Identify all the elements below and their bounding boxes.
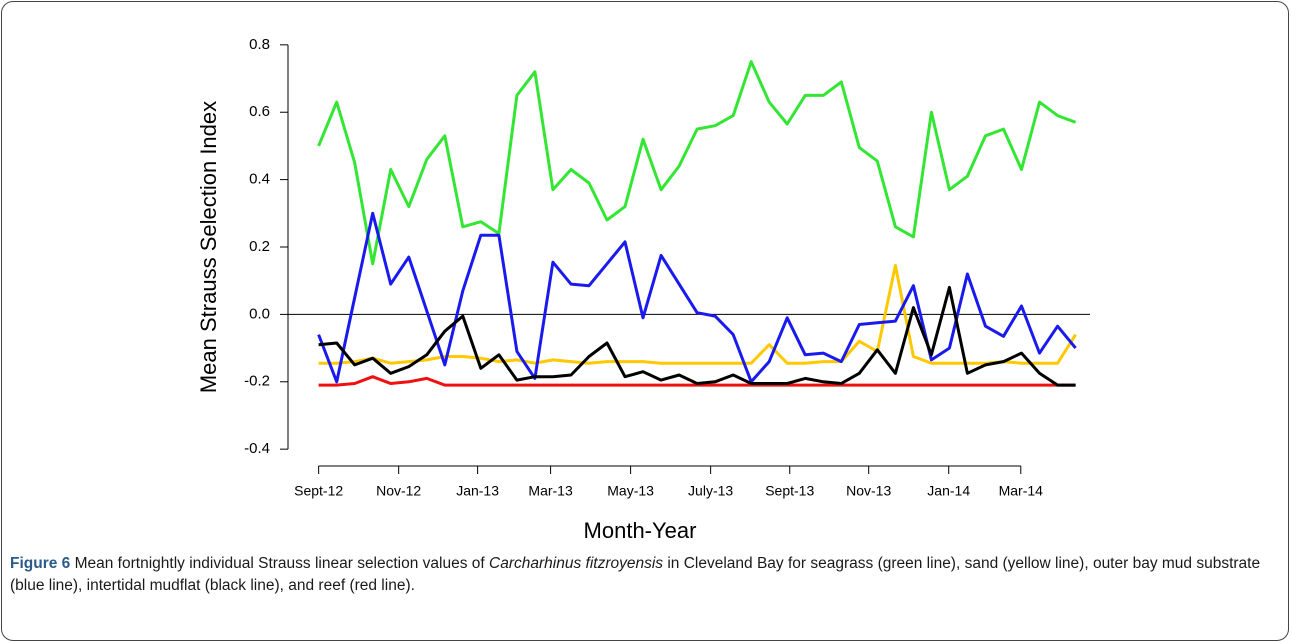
caption-label: Figure 6 [10, 555, 71, 572]
y-tick-label: 0.2 [249, 238, 270, 255]
y-tick-label: 0.8 [249, 36, 270, 53]
chart: Mean Strauss Selection Index Month-Year … [196, 36, 1090, 543]
x-tick-label: Mar-14 [999, 483, 1044, 499]
y-tick-label: 0.6 [249, 103, 270, 120]
caption-text: in Cleveland Bay for seagrass (green lin… [10, 555, 1261, 594]
x-tick-label: Sept-13 [765, 483, 814, 499]
x-tick-label: May-13 [607, 483, 654, 499]
x-tick-label: Nov-12 [376, 483, 421, 499]
x-tick-label: Sept-12 [294, 483, 343, 499]
y-tick-label: 0.4 [249, 171, 270, 188]
x-tick-label: Mar-13 [528, 483, 573, 499]
caption-species: Carcharhinus fitzroyensis [489, 555, 664, 572]
series-line [317, 60, 1077, 266]
y-tick-label: 0.0 [249, 305, 270, 322]
y-axis-title: Mean Strauss Selection Index [196, 101, 221, 393]
series-line [318, 264, 1077, 365]
x-tick-label: Jan-13 [456, 483, 499, 499]
y-tick-label: -0.2 [244, 373, 270, 390]
series-line [318, 375, 1076, 387]
caption-text: Mean fortnightly individual Strauss line… [70, 555, 490, 572]
x-tick-label: Nov-13 [846, 483, 891, 499]
x-axis-title: Month-Year [584, 518, 697, 543]
y-tick-label: -0.4 [244, 440, 270, 457]
x-tick-label: July-13 [688, 483, 733, 499]
x-tick-label: Jan-14 [927, 483, 970, 499]
caption: Figure 6 Mean fortnightly individual Str… [10, 553, 1282, 597]
series-line [317, 211, 1077, 384]
series-line [318, 285, 1076, 387]
